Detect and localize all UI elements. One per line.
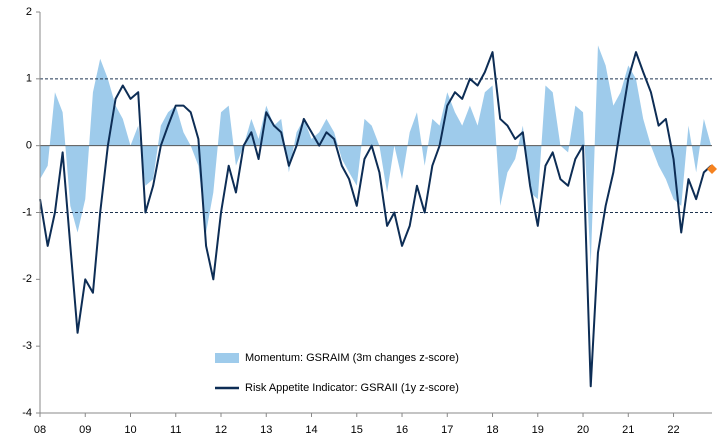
y-tick-label: 0 bbox=[26, 140, 32, 152]
x-tick-label: 20 bbox=[577, 424, 589, 436]
x-tick-label: 09 bbox=[79, 424, 91, 436]
x-tick-label: 15 bbox=[351, 424, 363, 436]
x-tick-label: 11 bbox=[170, 424, 181, 436]
x-tick-label: 08 bbox=[34, 424, 46, 436]
legend-label: Momentum: GSRAIM (3m changes z-score) bbox=[245, 352, 459, 364]
x-tick-label: 22 bbox=[667, 424, 679, 436]
y-tick-label: -4 bbox=[22, 407, 32, 419]
latest-marker bbox=[707, 164, 717, 175]
risk-appetite-line bbox=[39, 51, 712, 388]
x-tick-label: 12 bbox=[215, 424, 227, 436]
y-tick-label: -1 bbox=[22, 206, 32, 218]
x-tick-label: 18 bbox=[486, 424, 498, 436]
x-tick-label: 14 bbox=[305, 424, 317, 436]
y-tick-label: -2 bbox=[22, 273, 32, 285]
x-tick-label: 17 bbox=[441, 424, 453, 436]
legend-label: Risk Appetite Indicator: GSRAII (1y z-sc… bbox=[245, 382, 459, 394]
y-tick-label: 1 bbox=[26, 73, 32, 85]
x-tick-label: 10 bbox=[124, 424, 136, 436]
y-tick-label: 2 bbox=[26, 6, 32, 18]
x-tick-label: 21 bbox=[622, 424, 634, 436]
x-tick-label: 19 bbox=[532, 424, 544, 436]
momentum-area bbox=[40, 45, 712, 266]
y-tick-label: -3 bbox=[22, 340, 32, 352]
x-tick-label: 16 bbox=[396, 424, 408, 436]
legend-swatch bbox=[215, 353, 239, 363]
x-tick-label: 13 bbox=[260, 424, 272, 436]
